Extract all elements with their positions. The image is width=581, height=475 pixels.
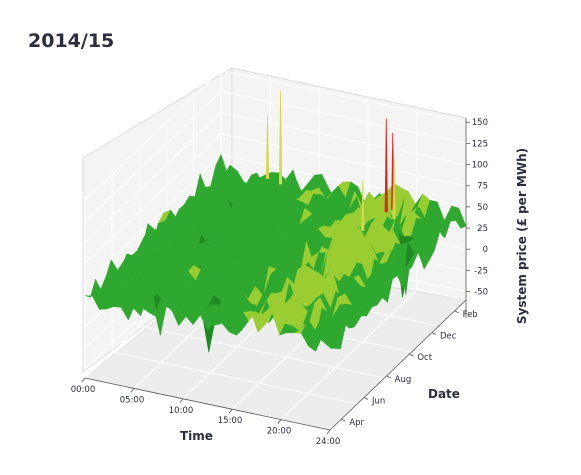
x-tick-label: 15:00 [218, 416, 243, 426]
y-tick-label: Jun [371, 397, 385, 407]
y-tick-mark [431, 332, 437, 335]
y-tick-mark [454, 310, 459, 314]
y-tick-label: Aug [395, 375, 412, 385]
x-tick-label: 00:00 [71, 385, 96, 395]
x-tick-mark [326, 429, 331, 435]
price-spike [392, 159, 396, 219]
z-tick-label: 50 [477, 203, 488, 213]
y-tick-mark [341, 418, 346, 422]
x-axis-line [84, 377, 331, 431]
y-tick-mark [386, 375, 391, 379]
axes [84, 118, 467, 431]
z-tick-labels: 150 125 100 75 50 25 0 -25 -50 [466, 118, 488, 298]
x-tick-mark [277, 419, 282, 424]
price-spike [361, 179, 365, 231]
z-tick-label: 25 [477, 224, 488, 234]
grid-line [84, 112, 467, 243]
grid-line [111, 170, 358, 405]
z-tick-label: 150 [472, 118, 488, 128]
grid-line [138, 144, 385, 379]
z-tick-label: 125 [472, 139, 488, 149]
x-axis-label: Time [180, 429, 213, 443]
x-tick-label: 24:00 [316, 437, 341, 447]
y-tick-mark [409, 353, 414, 357]
z-tick-label: 0 [483, 245, 488, 255]
x-tick-label: 05:00 [120, 395, 145, 405]
z-axis-label: System price (£ per MWh) [515, 148, 529, 324]
surface-patch [322, 332, 336, 349]
z-tick-label: 75 [477, 182, 488, 192]
x-tick-label: 10:00 [169, 406, 194, 416]
z-tick-label: 100 [472, 161, 488, 171]
x-tick-labels: 00:00 05:00 10:00 15:00 20:00 24:00 [71, 377, 341, 447]
chart-title: 2014/15 [28, 30, 114, 52]
price-spike [265, 115, 270, 179]
z-tick-label: -50 [474, 288, 488, 298]
grid-line [84, 90, 467, 222]
y-tick-label: Feb [463, 310, 478, 320]
y-tick-label: Apr [349, 418, 364, 428]
x-tick-mark [81, 377, 86, 383]
y-tick-label: Dec [440, 332, 457, 342]
y-tick-label: Oct [417, 353, 432, 363]
grid-line [84, 133, 467, 265]
x-tick-mark [228, 408, 233, 414]
price-surface [84, 90, 467, 353]
y-axis-label: Date [428, 387, 460, 401]
price-spike [384, 118, 388, 213]
y-axis-line [329, 299, 467, 431]
x-tick-mark [130, 388, 135, 393]
y-tick-labels: Apr Jun Aug Oct Dec Feb [341, 310, 478, 428]
x-tick-label: 20:00 [267, 427, 292, 437]
y-tick-mark [363, 397, 369, 400]
x-tick-mark [179, 398, 184, 404]
price-spike [278, 90, 283, 185]
grid-line [84, 69, 467, 201]
z-tick-label: -25 [474, 266, 488, 276]
